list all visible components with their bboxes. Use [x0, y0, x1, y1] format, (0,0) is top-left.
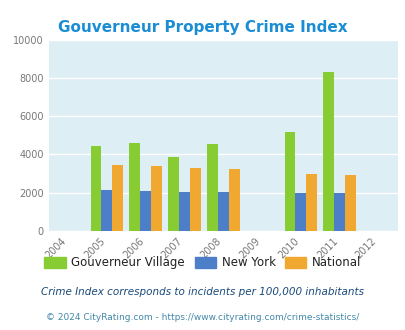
Bar	[344, 176, 355, 231]
Bar	[305, 174, 316, 231]
Bar	[333, 193, 344, 231]
Bar	[140, 191, 151, 231]
Text: Gouverneur Property Crime Index: Gouverneur Property Crime Index	[58, 20, 347, 35]
Bar	[129, 143, 140, 231]
Bar	[168, 157, 179, 231]
Bar	[151, 166, 162, 231]
Bar	[295, 193, 305, 231]
Bar	[228, 169, 239, 231]
Bar	[190, 168, 200, 231]
Legend: Gouverneur Village, New York, National: Gouverneur Village, New York, National	[40, 252, 365, 274]
Bar	[101, 190, 112, 231]
Bar	[323, 72, 333, 231]
Bar	[217, 192, 228, 231]
Bar	[112, 165, 123, 231]
Text: © 2024 CityRating.com - https://www.cityrating.com/crime-statistics/: © 2024 CityRating.com - https://www.city…	[46, 313, 359, 322]
Bar	[90, 146, 101, 231]
Bar	[179, 192, 190, 231]
Text: Crime Index corresponds to incidents per 100,000 inhabitants: Crime Index corresponds to incidents per…	[41, 287, 364, 297]
Bar	[207, 144, 217, 231]
Bar	[284, 132, 295, 231]
